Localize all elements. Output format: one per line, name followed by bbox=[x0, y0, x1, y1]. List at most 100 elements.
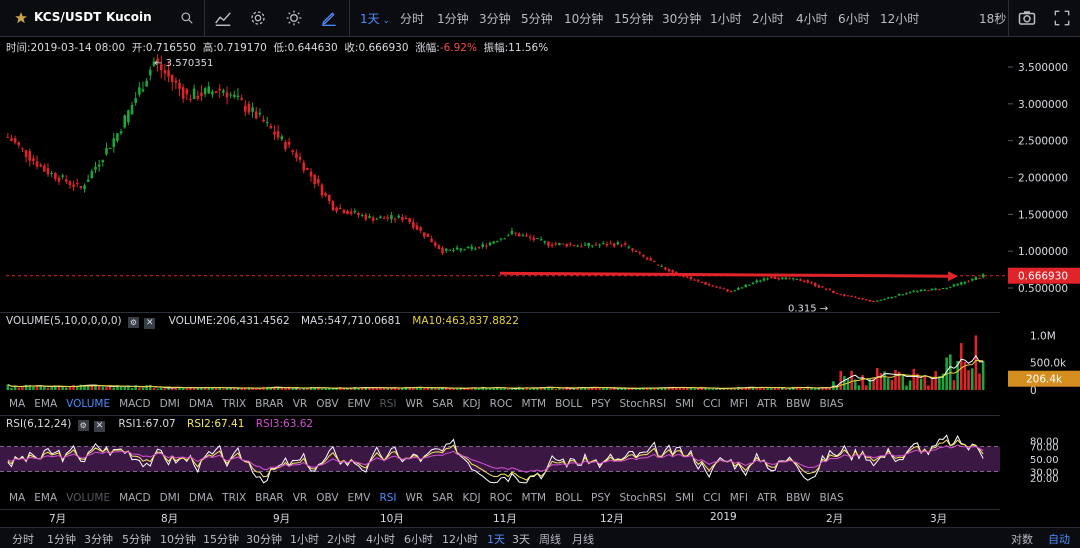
candle-body bbox=[328, 195, 331, 201]
indicator-tab-obv[interactable]: OBV bbox=[316, 398, 338, 410]
candle-body bbox=[485, 246, 488, 247]
indicator-tab-mtm[interactable]: MTM bbox=[522, 398, 547, 410]
gear-icon[interactable] bbox=[250, 10, 266, 26]
interval-6[interactable]: 30分钟 bbox=[662, 10, 701, 27]
bottom-interval-12[interactable]: 1天 bbox=[487, 531, 505, 547]
indicator-tab-dma[interactable]: DMA bbox=[189, 492, 213, 504]
indicator-tab-ma[interactable]: MA bbox=[9, 398, 25, 410]
indicator-tab-stochrsi[interactable]: StochRSI bbox=[619, 492, 666, 504]
indicator-tab-roc[interactable]: ROC bbox=[490, 492, 513, 504]
interval-9[interactable]: 4小时 bbox=[796, 10, 828, 27]
bottom-interval-15[interactable]: 月线 bbox=[572, 531, 594, 547]
indicator-tab-ema[interactable]: EMA bbox=[34, 398, 57, 410]
indicator-tab-bias[interactable]: BIAS bbox=[819, 398, 843, 410]
indicator-tab-trix[interactable]: TRIX bbox=[222, 398, 246, 410]
bottom-interval-10[interactable]: 6小时 bbox=[404, 531, 433, 547]
interval-11[interactable]: 12小时 bbox=[880, 10, 919, 27]
indicator-tab-atr[interactable]: ATR bbox=[757, 398, 777, 410]
indicator-tab-macd[interactable]: MACD bbox=[119, 398, 150, 410]
bottom-interval-1[interactable]: 1分钟 bbox=[47, 531, 76, 547]
chart-type-icon[interactable] bbox=[214, 10, 232, 26]
interval-3[interactable]: 5分钟 bbox=[521, 10, 553, 27]
indicator-tab-rsi[interactable]: RSI bbox=[379, 398, 396, 410]
indicator-tab-roc[interactable]: ROC bbox=[490, 398, 513, 410]
indicator-tab-emv[interactable]: EMV bbox=[348, 492, 371, 504]
indicator-tab-emv[interactable]: EMV bbox=[348, 398, 371, 410]
indicator-tab-bias[interactable]: BIAS bbox=[819, 492, 843, 504]
indicator-tab-mfi[interactable]: MFI bbox=[730, 398, 748, 410]
bottom-interval-0[interactable]: 分时 bbox=[12, 531, 34, 547]
indicator-tab-atr[interactable]: ATR bbox=[757, 492, 777, 504]
star-icon[interactable] bbox=[14, 11, 28, 25]
bottom-interval-13[interactable]: 3天 bbox=[512, 531, 530, 547]
indicator-tab-ema[interactable]: EMA bbox=[34, 492, 57, 504]
indicator-tab-boll[interactable]: BOLL bbox=[555, 398, 582, 410]
indicator-tab-boll[interactable]: BOLL bbox=[555, 492, 582, 504]
indicator-tab-wr[interactable]: WR bbox=[406, 492, 424, 504]
symbol-label[interactable]: KCS/USDT bbox=[34, 10, 101, 24]
indicator-tab-wr[interactable]: WR bbox=[406, 398, 424, 410]
indicator-tab-brar[interactable]: BRAR bbox=[255, 398, 284, 410]
indicator-tab-cci[interactable]: CCI bbox=[703, 492, 721, 504]
interval-4[interactable]: 10分钟 bbox=[564, 10, 603, 27]
indicator-tab-dmi[interactable]: DMI bbox=[160, 398, 180, 410]
indicator-tab-ma[interactable]: MA bbox=[9, 492, 25, 504]
indicator-tab-psy[interactable]: PSY bbox=[591, 398, 610, 410]
bottom-interval-14[interactable]: 周线 bbox=[539, 531, 561, 547]
indicator-tab-stochrsi[interactable]: StochRSI bbox=[619, 398, 666, 410]
indicator-tab-sar[interactable]: SAR bbox=[432, 492, 453, 504]
bottom-interval-3[interactable]: 5分钟 bbox=[122, 531, 151, 547]
indicator-tab-smi[interactable]: SMI bbox=[675, 398, 694, 410]
log-scale-toggle[interactable]: 对数 bbox=[1011, 531, 1033, 547]
bottom-interval-11[interactable]: 12小时 bbox=[442, 531, 478, 547]
indicator-tab-smi[interactable]: SMI bbox=[675, 492, 694, 504]
bottom-interval-8[interactable]: 2小时 bbox=[327, 531, 356, 547]
interval-10[interactable]: 6小时 bbox=[838, 10, 870, 27]
indicator-tab-bbw[interactable]: BBW bbox=[786, 398, 810, 410]
indicator-tab-bbw[interactable]: BBW bbox=[786, 492, 810, 504]
search-icon[interactable] bbox=[180, 11, 194, 25]
volume-settings-icon[interactable]: ⚙ bbox=[128, 317, 139, 328]
camera-icon[interactable] bbox=[1018, 10, 1036, 26]
indicator-tab-rsi[interactable]: RSI bbox=[379, 492, 396, 504]
indicator-tab-kdj[interactable]: KDJ bbox=[463, 492, 481, 504]
indicator-tab-volume[interactable]: VOLUME bbox=[66, 398, 110, 410]
indicator-tab-vr[interactable]: VR bbox=[293, 398, 307, 410]
draw-pen-icon[interactable] bbox=[321, 10, 337, 26]
theme-sun-icon[interactable] bbox=[286, 10, 302, 26]
indicator-tab-dma[interactable]: DMA bbox=[189, 398, 213, 410]
interval-dropdown[interactable]: 1天 ⌄ bbox=[360, 10, 390, 27]
bottom-interval-4[interactable]: 10分钟 bbox=[160, 531, 196, 547]
indicator-tab-mfi[interactable]: MFI bbox=[730, 492, 748, 504]
indicator-tab-volume[interactable]: VOLUME bbox=[66, 492, 110, 504]
indicator-tab-obv[interactable]: OBV bbox=[316, 492, 338, 504]
interval-8[interactable]: 2小时 bbox=[752, 10, 784, 27]
indicator-tab-trix[interactable]: TRIX bbox=[222, 492, 246, 504]
interval-1[interactable]: 1分钟 bbox=[437, 10, 469, 27]
bottom-interval-2[interactable]: 3分钟 bbox=[84, 531, 113, 547]
candle-body bbox=[419, 227, 422, 230]
indicator-tab-kdj[interactable]: KDJ bbox=[463, 398, 481, 410]
indicator-tab-psy[interactable]: PSY bbox=[591, 492, 610, 504]
bottom-interval-7[interactable]: 1小时 bbox=[290, 531, 319, 547]
indicator-tab-vr[interactable]: VR bbox=[293, 492, 307, 504]
bottom-interval-9[interactable]: 4小时 bbox=[366, 531, 395, 547]
indicator-tab-dmi[interactable]: DMI bbox=[160, 492, 180, 504]
interval-7[interactable]: 1小时 bbox=[710, 10, 742, 27]
bottom-interval-5[interactable]: 15分钟 bbox=[203, 531, 239, 547]
price-chart[interactable]: 3.500000 3.000000 2.500000 2.000000 1.500000… bbox=[0, 54, 1080, 312]
interval-5[interactable]: 15分钟 bbox=[614, 10, 653, 27]
auto-scale-toggle[interactable]: 自动 bbox=[1048, 531, 1070, 547]
candle-body bbox=[518, 234, 521, 237]
interval-2[interactable]: 3分钟 bbox=[479, 10, 511, 27]
indicator-tab-brar[interactable]: BRAR bbox=[255, 492, 284, 504]
indicator-tab-mtm[interactable]: MTM bbox=[522, 492, 547, 504]
fullscreen-icon[interactable] bbox=[1054, 10, 1070, 26]
interval-0[interactable]: 分时 bbox=[400, 10, 424, 27]
indicator-tab-cci[interactable]: CCI bbox=[703, 398, 721, 410]
indicator-tab-sar[interactable]: SAR bbox=[432, 398, 453, 410]
indicator-tab-macd[interactable]: MACD bbox=[119, 492, 150, 504]
bottom-interval-6[interactable]: 30分钟 bbox=[246, 531, 282, 547]
